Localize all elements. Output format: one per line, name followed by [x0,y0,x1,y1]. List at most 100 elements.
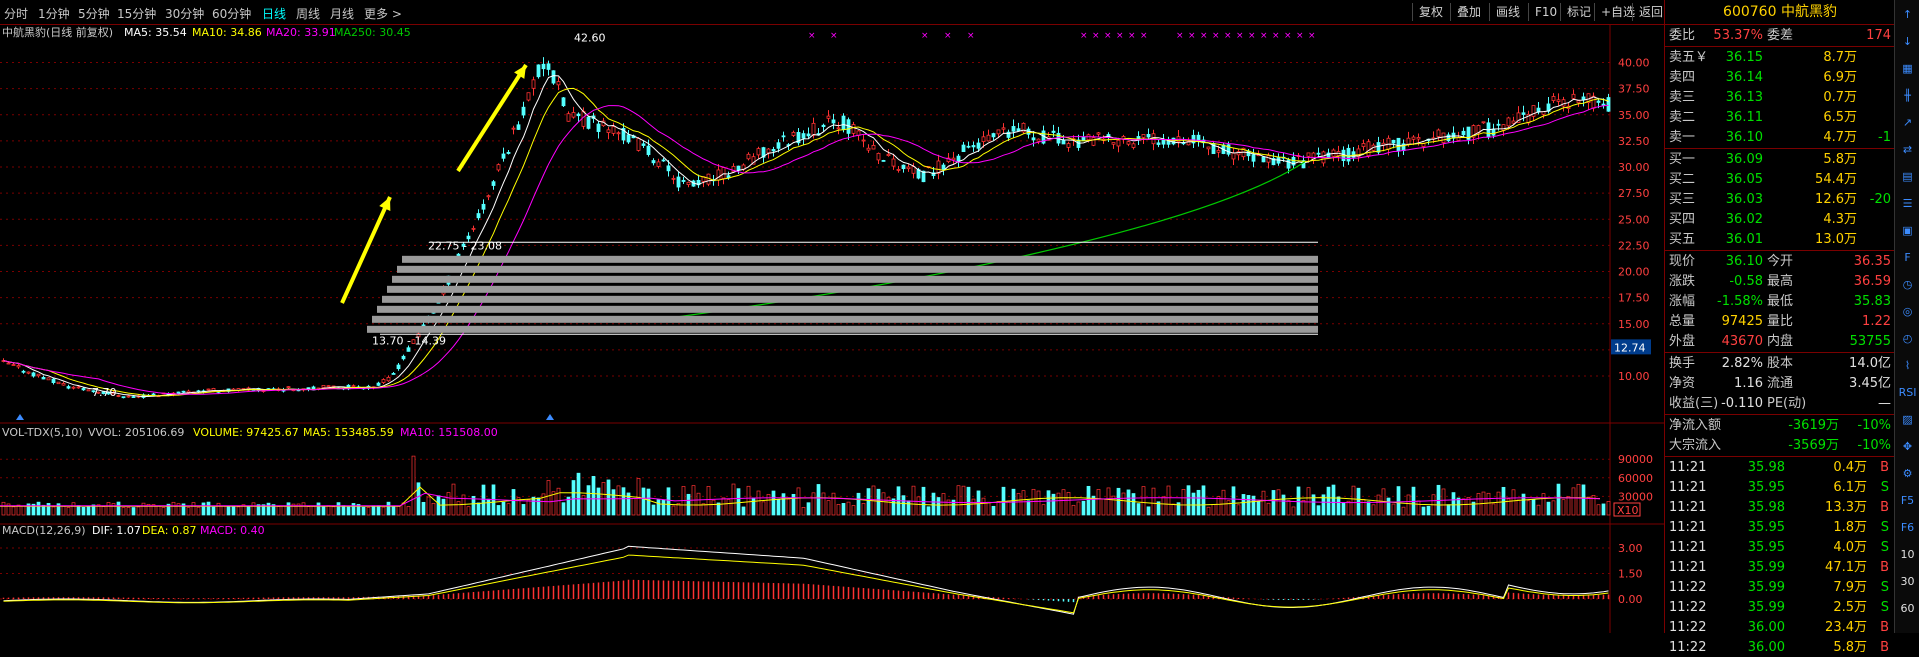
ask-price: 36.15 [1725,50,1763,65]
candle-body [616,132,621,135]
grid-icon[interactable]: ▦ [1902,62,1913,75]
news-icon[interactable]: ▣ [1902,224,1913,237]
volume-ma5-line [0,486,1601,507]
list-icon[interactable]: ☰ [1902,197,1913,210]
ma20-legend: MA20: 33.91 [266,26,336,39]
candle-body [841,115,846,130]
macd-axis-label: 1.50 [1618,568,1643,581]
volume-bar [126,507,131,516]
toolbar-button[interactable]: +自选 [1594,3,1641,21]
timeframe-tab[interactable]: 更多 > [364,7,402,21]
volume-bar [676,502,681,516]
period-60-icon[interactable]: 60 [1900,602,1915,615]
candle-body [1531,105,1536,117]
timeframe-tab[interactable]: 月线 [330,7,355,21]
ask-volume: 4.7万 [1823,130,1857,145]
volume-bar [1141,486,1146,516]
tick-volume: 2.5万 [1833,600,1867,615]
volume-bar [1226,500,1231,516]
trend-icon[interactable]: ↗ [1902,116,1913,129]
volume-bar [296,503,301,516]
volume-bar [751,497,756,516]
timeframe-tab[interactable]: 60分钟 [212,7,252,21]
candle-body [986,134,991,142]
volume-bar [1331,484,1336,516]
move-icon[interactable]: ✥ [1902,440,1913,453]
candle-body [716,169,721,181]
toolbar-button[interactable]: F10 [1528,3,1563,21]
settings-icon[interactable]: ⚙ [1902,467,1913,480]
clock-icon[interactable]: ◷ [1902,278,1913,291]
flow-value: -3569万 [1788,438,1839,453]
timeframe-tab[interactable]: 分时 [4,7,29,21]
volume-bar [1006,500,1011,516]
kline-chart-panel[interactable]: 22.75 - 23.08 13.70 - 14.39 42.60 7.70 × × × × ×… [0,25,1664,633]
bid-volume: 12.6万 [1815,192,1857,207]
candle-body [1471,125,1476,138]
volume-bar [1181,489,1186,516]
timeframe-tab[interactable]: 5分钟 [78,7,110,21]
volume-axis-label: 30000 [1618,490,1653,503]
candle-body [1186,140,1191,146]
volume-bar [341,505,346,516]
arrow-up-icon[interactable]: ↑ [1902,8,1913,21]
toolbar-button[interactable]: 标记 [1560,3,1597,21]
volume-bar [1231,486,1236,516]
timeframe-tab[interactable]: 30分钟 [165,7,205,21]
candle-body [1491,128,1496,136]
tick-volume: 6.1万 [1833,480,1867,495]
volume-bar [66,507,71,516]
volume-bar [366,507,371,516]
f6-icon[interactable]: F6 [1900,521,1915,534]
timeframe-tab[interactable]: 1分钟 [38,7,70,21]
volume-bar [226,506,231,516]
candle-body [1001,127,1006,130]
kdj-icon[interactable]: ▨ [1902,413,1913,426]
bid-label: 买四 [1669,212,1696,227]
candle-body [1081,136,1086,142]
volume-bar [851,505,856,516]
ask-price: 36.10 [1725,130,1763,145]
volume-bar [351,503,356,516]
period-30-icon[interactable]: 30 [1900,575,1915,588]
volume-bar [51,506,56,516]
candle-body [1191,134,1196,144]
indicator-icon[interactable]: ⌇ [1904,359,1911,372]
volume-bar [131,507,136,516]
candle-body [1581,96,1586,101]
candle-body [1391,139,1396,144]
volume-bar [576,472,581,516]
gauge-icon[interactable]: ◴ [1902,332,1913,345]
toolbar-button[interactable]: 复权 [1412,3,1449,21]
target-icon[interactable]: ◎ [1902,305,1913,318]
volume-bar [311,505,316,516]
rsi-icon[interactable]: RSI [1898,386,1917,399]
arrow-down-icon[interactable]: ↓ [1902,35,1913,48]
toolbar-button[interactable]: 叠加 [1450,3,1487,21]
f10-icon[interactable]: F [1904,251,1911,264]
trend-arrow-head [514,65,526,79]
timeframe-tab[interactable]: 日线 [262,7,287,21]
f5-icon[interactable]: F5 [1900,494,1915,507]
volume-bar [1016,493,1021,516]
low-price-label: 7.70 [92,386,117,399]
stat-label: 最高 [1767,274,1794,289]
compare-icon[interactable]: ⇄ [1902,143,1913,156]
timeframe-tab[interactable]: 15分钟 [117,7,157,21]
chart-icon[interactable]: ▤ [1902,170,1913,183]
flow-percent: -10% [1857,418,1891,433]
toolbar-button[interactable]: 返回 [1632,3,1669,21]
kline-icon[interactable]: ╫ [1904,89,1911,102]
toolbar-button[interactable]: 画线 [1489,3,1526,21]
timeframe-tab[interactable]: 周线 [296,7,321,21]
tick-side: S [1880,480,1889,495]
volume-bar [1546,501,1551,516]
period-10-icon[interactable]: 10 [1900,548,1915,561]
volume-bar [846,501,851,516]
volume-bar [541,493,546,516]
tick-side: B [1880,640,1889,655]
bid-row: 买一 36.09 5.8万 [1665,150,1895,169]
candle-body [16,365,21,368]
volume-bar [1351,485,1356,516]
candle-body [1446,134,1451,142]
